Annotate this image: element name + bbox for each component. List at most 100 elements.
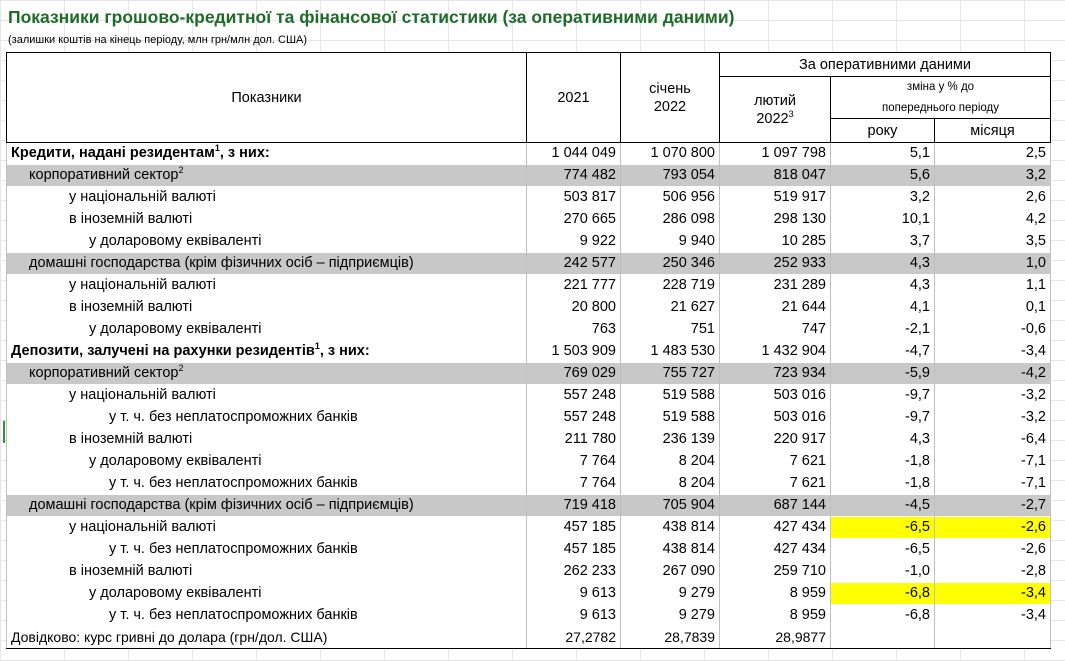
- row-label: у національній валюті: [6, 274, 527, 297]
- value-2021: 9 613: [526, 604, 621, 627]
- change-year: -1,8: [830, 450, 935, 473]
- header-indicators: Показники: [6, 52, 527, 143]
- value-february-2022: 747: [719, 318, 831, 341]
- statistics-table: Показники 2021 січень 2022 За оперативни…: [6, 52, 1052, 649]
- value-february-2022: 8 959: [719, 604, 831, 627]
- row-label-suffix: , з них:: [219, 145, 270, 161]
- value-february-2022: 427 434: [719, 538, 831, 561]
- table-row: у національній валюті 557 248 519 588 503 0…: [6, 384, 1052, 407]
- value-2021: 9 922: [526, 230, 621, 253]
- table-row: в іноземній валюті 20 800 21 627 21 644 4,1 0…: [6, 296, 1052, 319]
- value-2021: 242 577: [526, 252, 621, 275]
- value-2021: 7 764: [526, 472, 621, 495]
- row-label: у національній валюті: [6, 384, 527, 407]
- value-february-2022: 231 289: [719, 274, 831, 297]
- row-label: у доларовому еквіваленті: [6, 318, 527, 341]
- value-2021: 7 764: [526, 450, 621, 473]
- change-year: -2,1: [830, 318, 935, 341]
- change-year: -4,5: [830, 494, 935, 517]
- change-month: 0,1: [933, 296, 1052, 319]
- change-month: -7,1: [933, 450, 1052, 473]
- row-label-text: у національній валюті: [69, 277, 216, 293]
- row-label: у т. ч. без неплатоспроможних банків: [6, 406, 527, 429]
- value-2021: 763: [526, 318, 621, 341]
- row-label-text: Депозити, залучені на рахунки резидентів: [11, 343, 315, 359]
- value-january-2022: 8 204: [620, 472, 720, 495]
- value-february-2022: 503 016: [719, 384, 831, 407]
- reference-2021: 27,2782: [526, 626, 621, 649]
- value-2021: 457 185: [526, 538, 621, 561]
- change-year: -6,8: [830, 582, 935, 605]
- row-label: корпоративний сектор2: [6, 164, 527, 187]
- change-month: 1,1: [933, 274, 1052, 297]
- row-label: в іноземній валюті: [6, 428, 527, 451]
- row-label-text: у т. ч. без неплатоспроможних банків: [109, 607, 358, 623]
- reference-label: Довідково: курс гривні до долара (грн/до…: [6, 626, 527, 649]
- change-month: -3,4: [933, 340, 1052, 363]
- cell-comment-marker: [3, 421, 5, 443]
- row-label-text: у національній валюті: [69, 519, 216, 535]
- value-february-2022: 427 434: [719, 516, 831, 539]
- table-row: у доларовому еквіваленті 9 613 9 279 8 959-…: [6, 582, 1052, 605]
- value-february-2022: 519 917: [719, 186, 831, 209]
- row-label: у національній валюті: [6, 186, 527, 209]
- change-year: 5,6: [830, 164, 935, 187]
- row-label: в іноземній валюті: [6, 296, 527, 319]
- value-january-2022: 236 139: [620, 428, 720, 451]
- row-label: в іноземній валюті: [6, 560, 527, 583]
- value-february-2022: 503 016: [719, 406, 831, 429]
- value-january-2022: 705 904: [620, 494, 720, 517]
- change-year: 3,2: [830, 186, 935, 209]
- row-label: Кредити, надані резидентам1, з них:: [6, 142, 527, 165]
- change-year: 4,3: [830, 252, 935, 275]
- value-january-2022: 286 098: [620, 208, 720, 231]
- row-label-text: домашні господарства (крім фізичних осіб…: [29, 255, 414, 271]
- value-january-2022: 228 719: [620, 274, 720, 297]
- change-year: -9,7: [830, 406, 935, 429]
- change-month: -2,6: [933, 516, 1052, 539]
- value-2021: 262 233: [526, 560, 621, 583]
- value-2021: 557 248: [526, 406, 621, 429]
- value-2021: 221 777: [526, 274, 621, 297]
- row-label: у доларовому еквіваленті: [6, 230, 527, 253]
- value-january-2022: 8 204: [620, 450, 720, 473]
- value-january-2022: 267 090: [620, 560, 720, 583]
- value-january-2022: 506 956: [620, 186, 720, 209]
- header-january-year: 2022: [653, 98, 687, 115]
- change-month: -6,4: [933, 428, 1052, 451]
- value-february-2022: 259 710: [719, 560, 831, 583]
- change-year: -1,0: [830, 560, 935, 583]
- value-january-2022: 438 814: [620, 538, 720, 561]
- value-2021: 557 248: [526, 384, 621, 407]
- row-label-text: в іноземній валюті: [69, 563, 193, 579]
- header-february-2022: лютий 20223: [719, 76, 831, 143]
- row-label: в іноземній валюті: [6, 208, 527, 231]
- value-2021: 211 780: [526, 428, 621, 451]
- change-month: -4,2: [933, 362, 1052, 385]
- value-february-2022: 10 285: [719, 230, 831, 253]
- value-january-2022: 793 054: [620, 164, 720, 187]
- value-february-2022: 220 917: [719, 428, 831, 451]
- row-label-text: у т. ч. без неплатоспроможних банків: [109, 409, 358, 425]
- row-label-text: в іноземній валюті: [69, 299, 193, 315]
- row-footnote: 1: [214, 143, 220, 154]
- value-february-2022: 21 644: [719, 296, 831, 319]
- change-month: 4,2: [933, 208, 1052, 231]
- change-year: 4,1: [830, 296, 935, 319]
- value-2021: 20 800: [526, 296, 621, 319]
- row-label-text: у доларовому еквіваленті: [89, 233, 262, 249]
- header-february-label: лютий: [754, 92, 796, 109]
- change-year: -6,5: [830, 538, 935, 561]
- change-year: 4,3: [830, 428, 935, 451]
- table-row: домашні господарства (крім фізичних осіб…: [6, 252, 1052, 275]
- table-row: у т. ч. без неплатоспроможних банків 557 …: [6, 406, 1052, 429]
- table-row: в іноземній валюті 270 665 286 098 298 130 1…: [6, 208, 1052, 231]
- header-january-label: січень: [649, 80, 691, 97]
- value-february-2022: 7 621: [719, 472, 831, 495]
- table-row: Депозити, залучені на рахунки резидентів…: [6, 340, 1052, 363]
- page-title: Показники грошово-кредитної та фінансово…: [8, 7, 735, 27]
- change-year: 10,1: [830, 208, 935, 231]
- row-label-text: у національній валюті: [69, 189, 216, 205]
- value-january-2022: 755 727: [620, 362, 720, 385]
- value-february-2022: 687 144: [719, 494, 831, 517]
